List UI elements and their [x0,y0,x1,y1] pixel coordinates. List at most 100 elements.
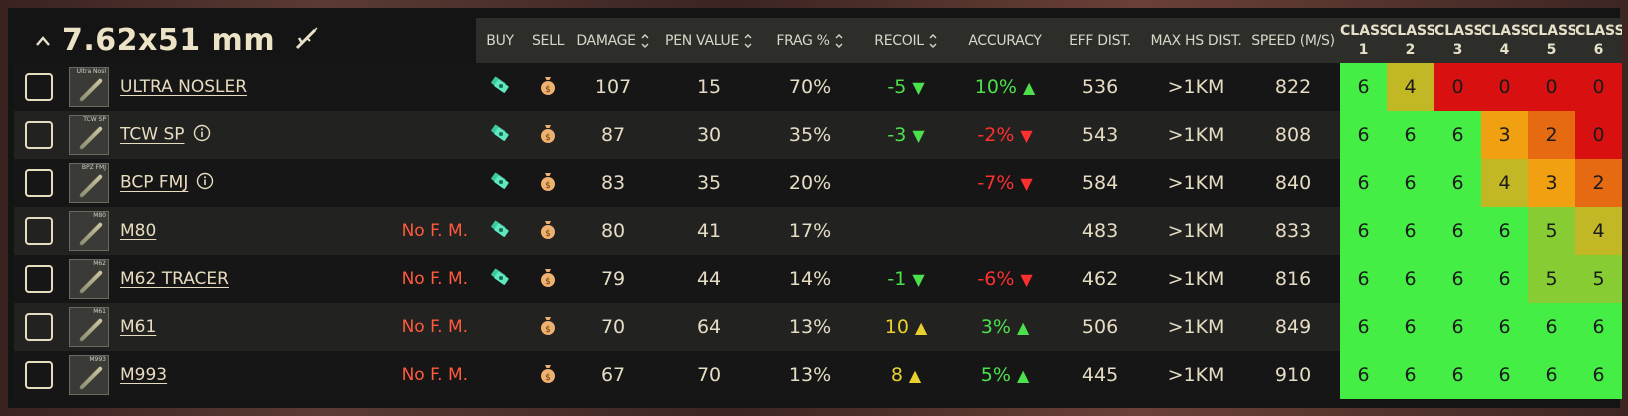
class-3-value: 6 [1434,303,1482,351]
class-6-value: 6 [1575,351,1623,399]
class-3-value: 6 [1434,111,1482,159]
pen-value: 70 [696,364,722,386]
row-checkbox[interactable] [25,121,53,149]
thumbnail-label: TCW SP [83,116,106,123]
class-5-value: 2 [1528,111,1576,159]
row-checkbox-cell [14,207,64,255]
buy-icon[interactable] [489,268,511,292]
thumbnail-label: M80 [93,212,106,219]
damage-value: 70 [600,316,626,338]
frag-value: 70% [788,76,832,98]
row-checkbox[interactable] [25,169,53,197]
arrow-up-icon: ▲ [1016,318,1030,337]
sell-icon[interactable]: $ [538,317,558,340]
sell-cell: $ [524,207,572,255]
arrow-down-icon: ▼ [1020,126,1033,145]
arrow-down-icon: ▼ [912,126,925,145]
sell-icon[interactable]: $ [538,173,558,196]
ammo-name-link[interactable]: ULTRA NOSLER [120,77,248,97]
no-fm-label: No F. M. [401,317,469,337]
class-1-value: 6 [1340,159,1388,207]
accuracy-cell: 3% ▲ [956,303,1054,351]
bullet-icon [78,269,104,295]
ammo-name-link[interactable]: M993 [120,365,168,385]
class-6-value: 6 [1575,303,1623,351]
sort-icon[interactable] [834,32,844,50]
ammo-thumbnail: M61 [69,307,109,347]
sort-icon[interactable] [928,32,938,50]
ammo-name-link[interactable]: TCW SP [120,124,185,145]
header-damage[interactable]: DAMAGE [572,18,655,63]
ammo-name-link[interactable]: M61 [120,317,157,337]
accuracy-value: -7% [977,172,1015,194]
caliber-title: 7.62x51 mm [62,23,276,58]
class-1-value: 6 [1340,207,1388,255]
ammo-name-link[interactable]: M62 TRACER [120,269,229,289]
info-icon[interactable] [196,172,214,194]
sell-icon[interactable]: $ [538,221,558,244]
header-frag[interactable]: FRAG % [764,18,857,63]
class-6-value: 2 [1575,159,1623,207]
sell-icon[interactable]: $ [538,77,558,100]
buy-cell [476,303,524,351]
chevron-up-icon[interactable] [34,30,52,52]
class-num: 6 [1593,41,1604,58]
table-row: M993 M993 No F. M. $67 70 13% 8 ▲ 5% ▲ 445 >1KM 910 6… [14,351,1623,399]
class-1-value: 6 [1340,63,1388,111]
sell-icon[interactable]: $ [538,125,558,148]
max-hs-dist-value: >1KM [1167,220,1225,242]
buy-icon[interactable] [489,172,511,196]
recoil-cell: -5 ▼ [856,63,956,111]
buy-cell [476,159,524,207]
class-6-value: 0 [1575,111,1623,159]
class-4-value: 6 [1481,207,1529,255]
header-recoil[interactable]: RECOIL [856,18,957,63]
ammo-thumbnail: M993 [69,355,109,395]
row-checkbox-cell [14,351,64,399]
sell-icon[interactable]: $ [538,269,558,292]
ammo-name-link[interactable]: BCP FMJ [120,172,189,193]
sort-icon[interactable] [640,32,650,50]
max-hs-dist-value: >1KM [1167,172,1225,194]
ammo-name-link[interactable]: M80 [120,221,157,241]
no-fm-label: No F. M. [401,221,469,241]
class-5-value: 3 [1528,159,1576,207]
row-checkbox[interactable] [25,265,53,293]
row-checkbox-cell [14,303,64,351]
class-num: 3 [1452,41,1463,58]
row-checkbox[interactable] [25,313,53,341]
class-5-value: 6 [1528,303,1576,351]
row-checkbox[interactable] [25,73,53,101]
row-checkbox[interactable] [25,217,53,245]
damage-value: 80 [600,220,626,242]
ammo-thumbnail-cell: M80 [64,207,114,255]
no-fm-label [390,111,476,159]
buy-icon[interactable] [489,76,511,100]
arrow-up-icon: ▲ [1016,366,1030,385]
header-class-5: CLASS 5 [1528,18,1576,63]
buy-icon[interactable] [489,124,511,148]
ammo-thumbnail-cell: M61 [64,303,114,351]
row-checkbox-cell [14,111,64,159]
pen-value: 30 [696,124,722,146]
sort-icon[interactable] [743,32,753,50]
buy-icon[interactable] [489,220,511,244]
header-pen-value[interactable]: PEN VALUE [654,18,765,63]
class-5-value: 6 [1528,351,1576,399]
row-checkbox-cell [14,63,64,111]
info-icon[interactable] [193,124,211,146]
class-5-value: 0 [1528,63,1576,111]
class-3-value: 6 [1434,207,1482,255]
sell-icon[interactable]: $ [538,365,558,388]
no-fm-label [390,159,476,207]
ammo-thumbnail-cell: Ultra Nosl [64,63,114,111]
class-word: CLASS [1575,22,1623,39]
buy-cell [476,207,524,255]
thumbnail-label: M62 [93,260,106,267]
class-3-value: 6 [1434,255,1482,303]
row-checkbox[interactable] [25,361,53,389]
svg-text:$: $ [545,325,551,335]
svg-text:$: $ [545,133,551,143]
table-row: M62 M62 TRACER No F. M. $79 44 14% -1 ▼ -6% ▼ 462 >… [14,255,1623,303]
speed-value: 808 [1274,124,1312,146]
